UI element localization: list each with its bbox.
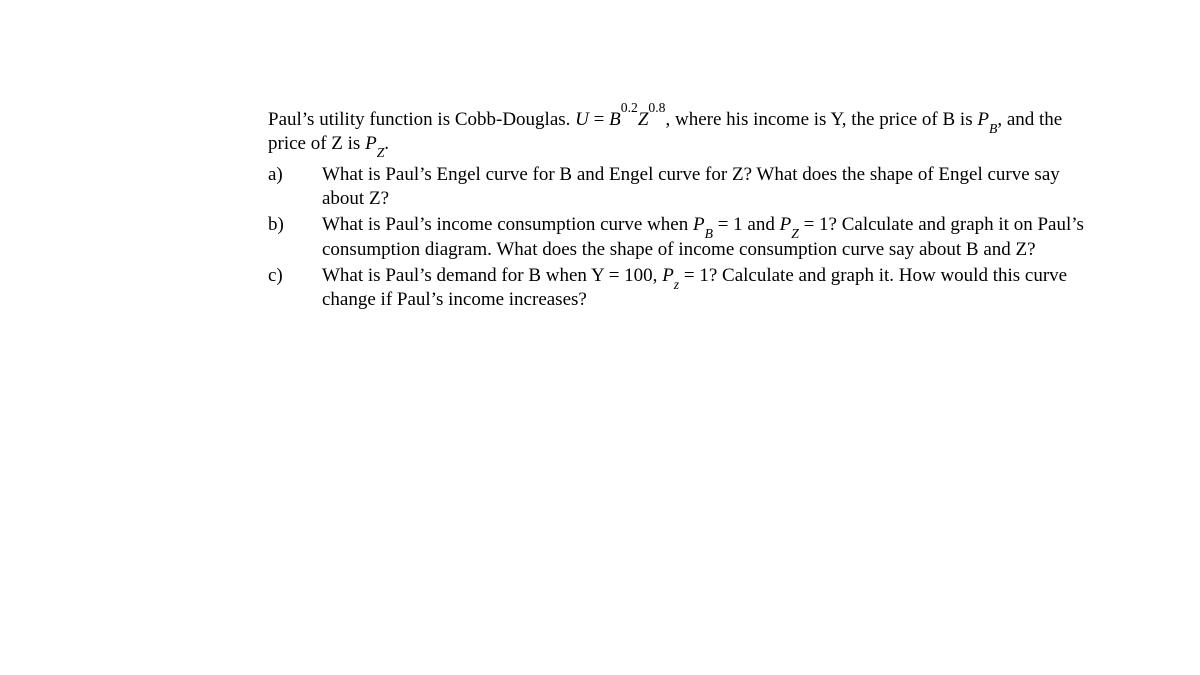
var-PZ-sub: Z <box>377 145 385 160</box>
item-a: a) What is Paul’s Engel curve for B and … <box>268 163 1098 212</box>
intro-paragraph: Paul’s utility function is Cobb-Douglas.… <box>268 108 1098 157</box>
item-b-PB-sub: B <box>705 226 713 241</box>
item-c-pre: What is Paul’s demand for B when Y = 100… <box>322 265 662 286</box>
eq-sign: = <box>589 109 609 130</box>
item-b-pre: What is Paul’s income consumption curve … <box>322 214 693 235</box>
var-PB-sub: B <box>989 121 997 136</box>
item-c: c) What is Paul’s demand for B when Y = … <box>268 264 1098 313</box>
intro-mid: , where his income is Y, the price of B … <box>666 109 978 130</box>
item-a-body: What is Paul’s Engel curve for B and Eng… <box>322 163 1098 212</box>
exp-B: 0.2 <box>621 100 638 115</box>
item-c-label: c) <box>268 264 322 288</box>
item-b-label: b) <box>268 213 322 237</box>
intro-pre: Paul’s utility function is Cobb-Douglas. <box>268 109 575 130</box>
item-b-PZ-P: P <box>780 214 792 235</box>
var-Z: Z <box>638 109 649 130</box>
item-c-Pz-P: P <box>662 265 674 286</box>
problem-text: Paul’s utility function is Cobb-Douglas.… <box>268 108 1098 313</box>
exp-Z: 0.8 <box>648 100 665 115</box>
item-c-body: What is Paul’s demand for B when Y = 100… <box>322 264 1098 313</box>
item-c-Pz-sub: z <box>674 277 679 292</box>
var-PZ-P: P <box>365 133 377 154</box>
var-U: U <box>575 109 589 130</box>
var-PB-P: P <box>977 109 989 130</box>
var-B: B <box>609 109 621 130</box>
item-b-body: What is Paul’s income consumption curve … <box>322 213 1098 262</box>
question-list: a) What is Paul’s Engel curve for B and … <box>268 163 1098 313</box>
item-b-PZ-sub: Z <box>791 226 799 241</box>
item-b-eq1: = 1 and <box>713 214 780 235</box>
intro-end: . <box>384 133 389 154</box>
item-a-label: a) <box>268 163 322 187</box>
item-b-PB-P: P <box>693 214 705 235</box>
item-b: b) What is Paul’s income consumption cur… <box>268 213 1098 262</box>
